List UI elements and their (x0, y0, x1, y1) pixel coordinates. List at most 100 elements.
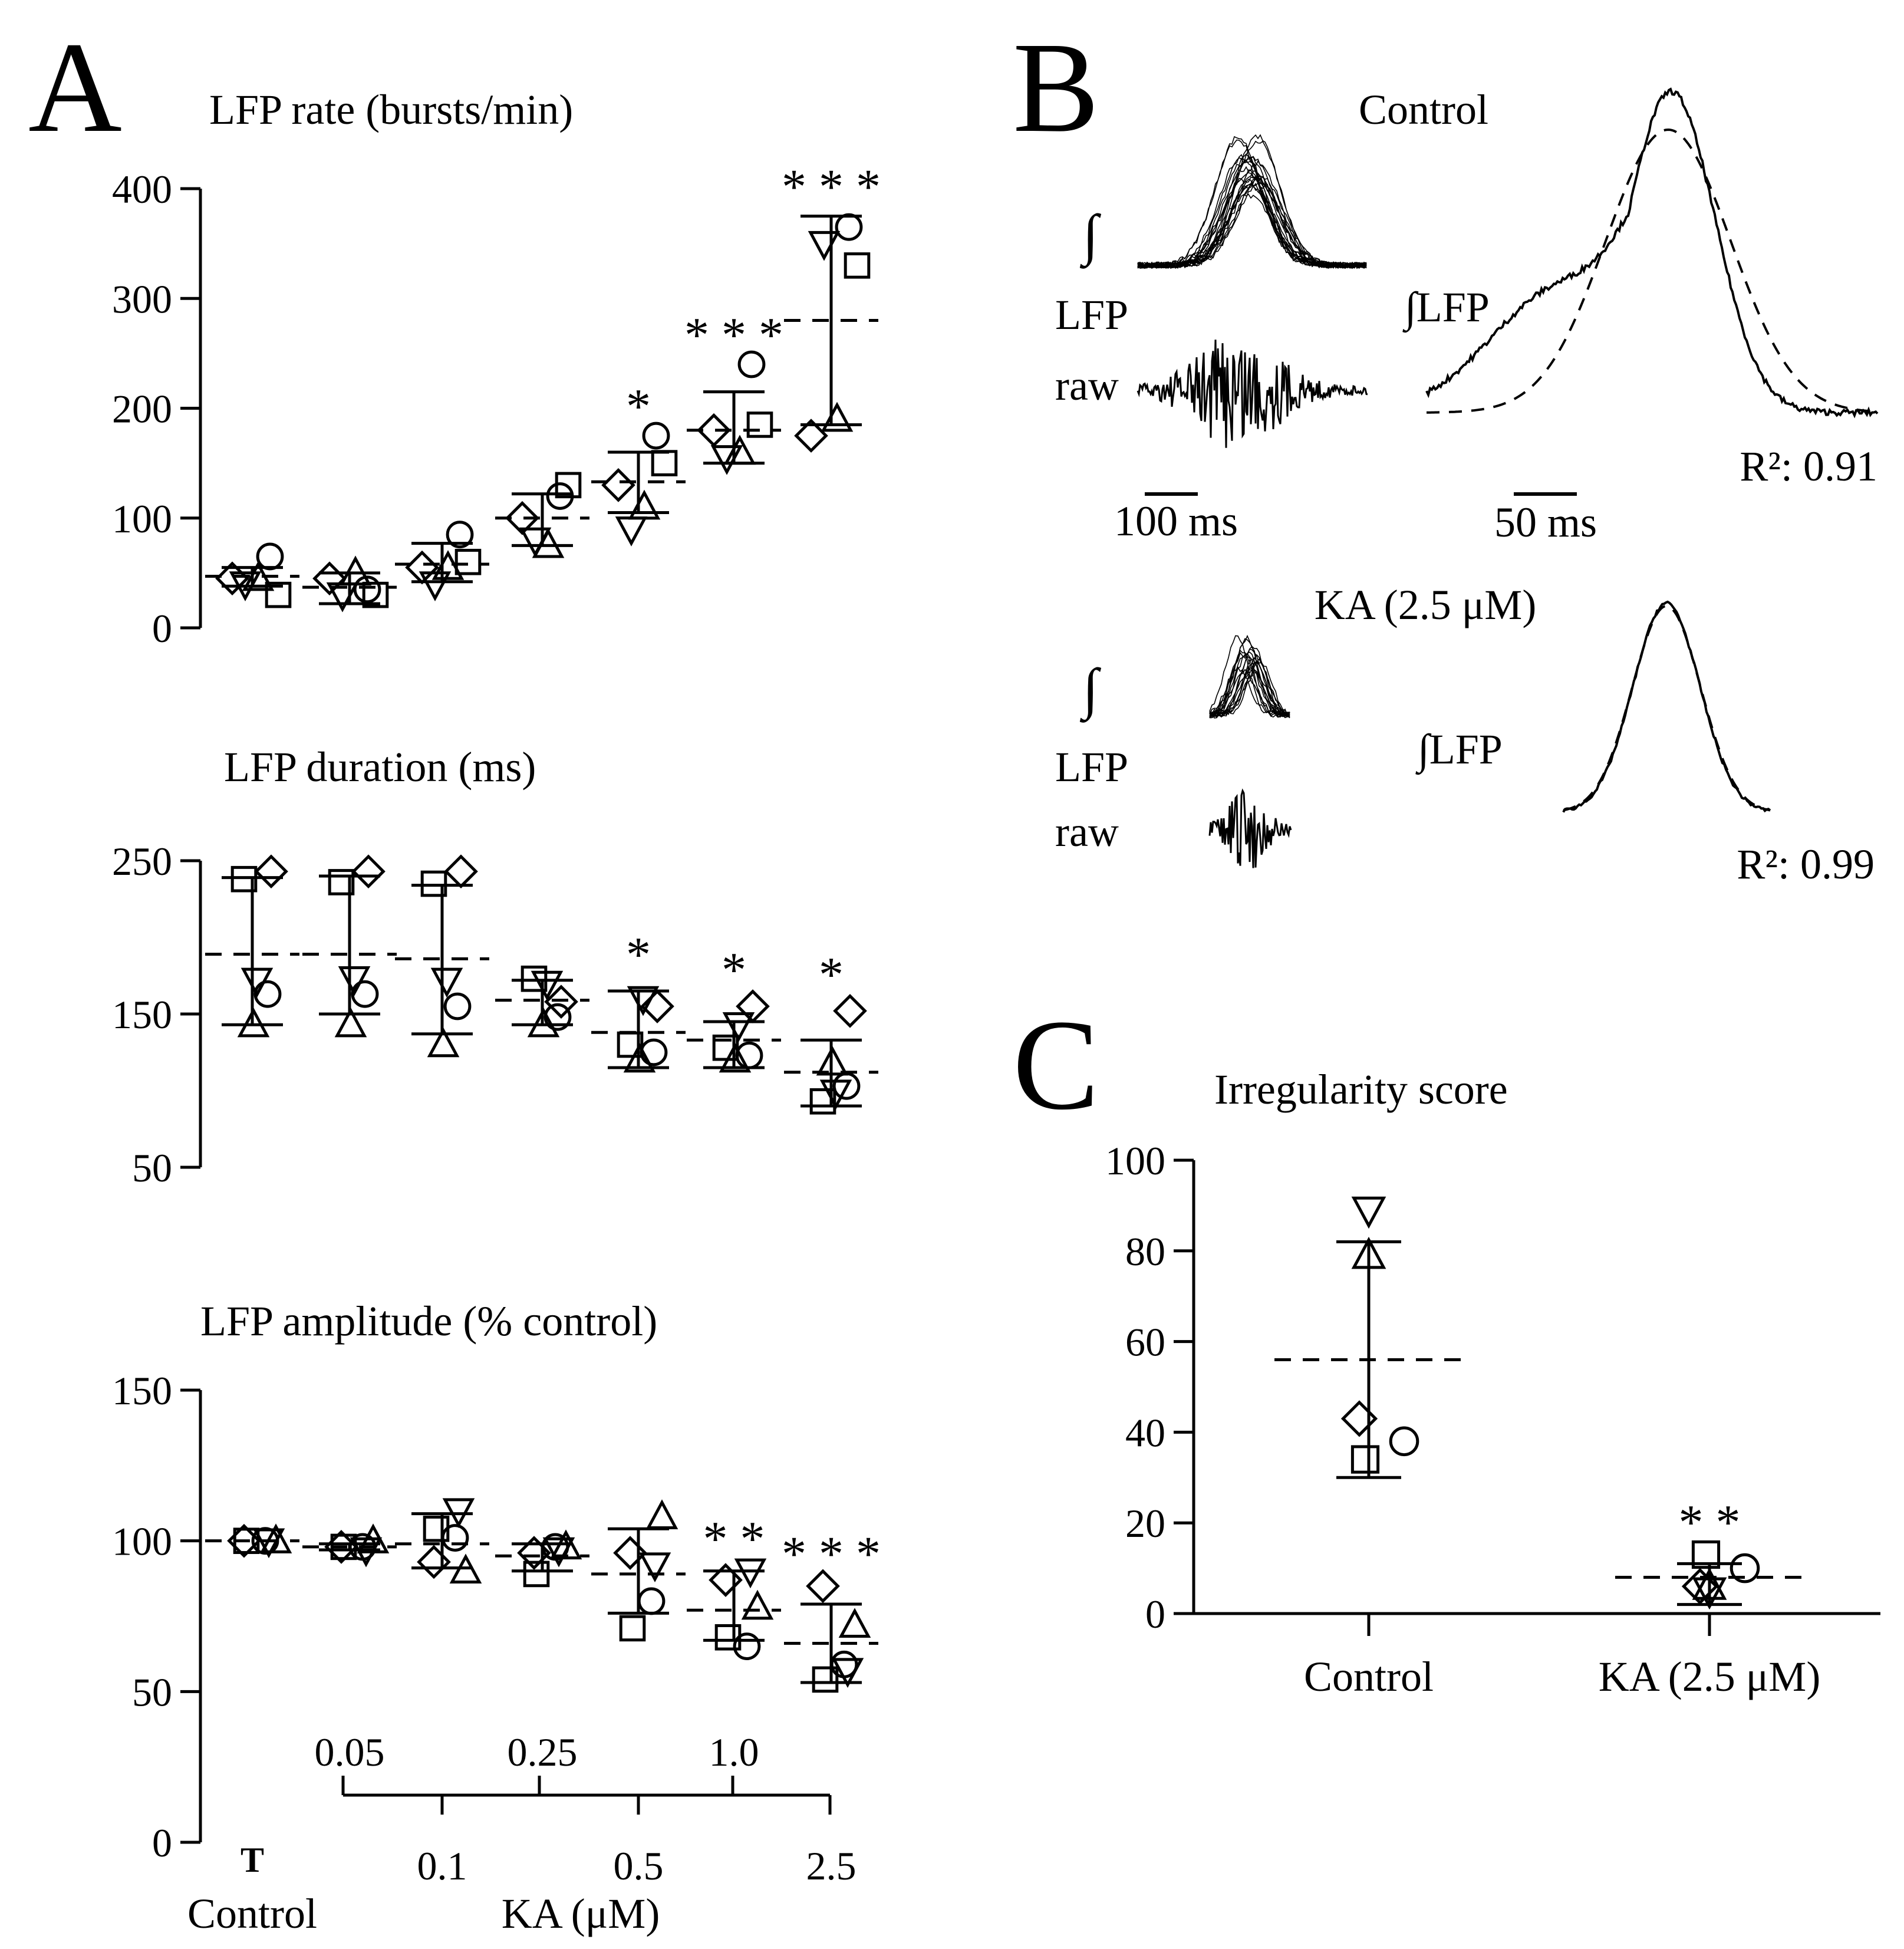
data-point-square (328, 869, 355, 896)
data-point-triangle-up (741, 1589, 774, 1620)
y-tick-label: 150 (112, 1368, 172, 1413)
data-point-triangle-up (628, 489, 661, 520)
data-point-triangle-down (808, 231, 841, 261)
chart-lfp-duration: LFP duration (ms) 50 150 250 * * * (112, 743, 878, 1190)
chart-title: LFP rate (bursts/min) (209, 86, 573, 133)
data-point-circle (443, 992, 472, 1020)
data-point-triangle-up (527, 1007, 560, 1038)
data-point-circle (637, 1587, 666, 1615)
data-point-diamond (544, 985, 578, 1019)
overlay-trace (1137, 182, 1367, 269)
overlay-trace (1209, 666, 1290, 718)
data-point-square (617, 1031, 644, 1058)
significance-label: * (626, 379, 651, 434)
gaussian-fit-trace (1563, 605, 1771, 812)
data-point-triangle-up (549, 1529, 582, 1560)
data-point-triangle-up (816, 1045, 849, 1076)
y-tick-label: 60 (1125, 1320, 1165, 1365)
significance-label: * * (703, 1512, 765, 1566)
data-point-triangle-up (449, 1553, 482, 1583)
y-tick-label: 80 (1125, 1229, 1165, 1274)
data-point-triangle-down (419, 571, 452, 601)
data-point-circle (348, 1533, 377, 1561)
significance-label: * (722, 943, 746, 997)
data-point-circle (351, 980, 379, 1008)
data-point-triangle-down (710, 445, 743, 475)
data-point-square (714, 1624, 742, 1651)
significance-label: * (819, 947, 844, 1002)
data-point-square (619, 1615, 646, 1642)
int-lfp-label: ∫LFP (1402, 284, 1490, 333)
control-title: Control (1359, 86, 1488, 133)
data-point-diamond (351, 854, 386, 889)
data-point-diamond (833, 993, 867, 1028)
scale-bar-label: 50 ms (1494, 499, 1597, 546)
y-tick-label: 100 (1105, 1138, 1165, 1183)
overlay-trace (1137, 175, 1367, 269)
data-point-square (844, 252, 871, 279)
y-tick-label: 0 (152, 606, 172, 651)
overlay-trace (1209, 661, 1290, 717)
chart-title: LFP duration (ms) (224, 743, 536, 791)
overlay-trace (1137, 134, 1367, 269)
data-point-triangle-up (242, 561, 275, 591)
panel-letter-c: C (1013, 993, 1099, 1137)
x-label-control: Control (187, 1890, 317, 1937)
data-point-diamond (806, 1569, 840, 1604)
overlay-trace (1209, 654, 1290, 718)
conc-label-bottom: 0.1 (417, 1843, 467, 1888)
x-label-ka: KA (2.5 μM) (1599, 1653, 1821, 1700)
x-label-ka: KA (μM) (502, 1890, 660, 1937)
data-point-triangle-up (645, 1499, 678, 1529)
data-point-triangle-up (821, 401, 854, 432)
data-point-square (555, 472, 582, 499)
data-point-triangle-up (334, 1007, 367, 1038)
overlay-trace (1209, 669, 1290, 717)
data-point-square (651, 450, 678, 476)
data-point-diamond (640, 989, 674, 1023)
data-point-circle (1389, 1426, 1419, 1457)
data-point-circle (541, 1533, 569, 1561)
data-point-triangle-up (1692, 1568, 1727, 1600)
data-point-triangle-down (338, 966, 371, 996)
y-tick-label: 250 (112, 839, 172, 884)
control-tick-mark: T (241, 1841, 264, 1879)
data-point-triangle-down (638, 1552, 671, 1583)
data-point-triangle-up (259, 1523, 292, 1553)
data-point-square (230, 865, 258, 893)
gaussian-fit-trace (1427, 128, 1878, 414)
data-point-triangle-up (838, 1608, 871, 1638)
conc-label-top: 1.0 (709, 1730, 759, 1774)
data-point-diamond (736, 989, 770, 1023)
data-point-triangle-down (519, 527, 552, 558)
data-point-triangle-down (734, 1558, 767, 1589)
control-traces: Control ∫ LFP raw 100 ms ∫LFP 50 ms R²: … (1055, 86, 1879, 546)
raw-label: raw (1055, 808, 1119, 855)
data-point-triangle-up (1351, 1236, 1386, 1269)
data-point-triangle-up (431, 550, 465, 580)
significance-label: * * * (684, 308, 783, 363)
data-point-square (809, 1088, 836, 1115)
x-label-control: Control (1304, 1653, 1434, 1700)
data-point-triangle-up (339, 555, 372, 586)
overlay-trace (1137, 136, 1367, 269)
data-point-square (521, 965, 548, 992)
y-tick-label: 100 (112, 496, 172, 541)
data-point-circle (446, 521, 474, 549)
data-point-diamond (613, 1536, 647, 1570)
overlay-trace (1137, 177, 1367, 269)
y-tick-label: 0 (152, 1820, 172, 1865)
data-point-square (420, 870, 447, 897)
chart-irregularity-score: Irregularity score Control KA (2.5 μM) 0… (1105, 1066, 1880, 1700)
data-point-circle (835, 213, 863, 241)
data-point-triangle-down (442, 1498, 475, 1529)
raw-lfp-trace (1208, 788, 1292, 868)
data-point-triangle-down (722, 1012, 755, 1042)
data-point-square (362, 581, 389, 608)
y-tick-label: 0 (1145, 1592, 1165, 1637)
conc-label-bottom: 2.5 (806, 1843, 857, 1888)
data-point-diamond (1340, 1400, 1378, 1437)
r-squared-ka: R²: 0.99 (1737, 841, 1875, 888)
data-point-diamond (254, 854, 288, 889)
